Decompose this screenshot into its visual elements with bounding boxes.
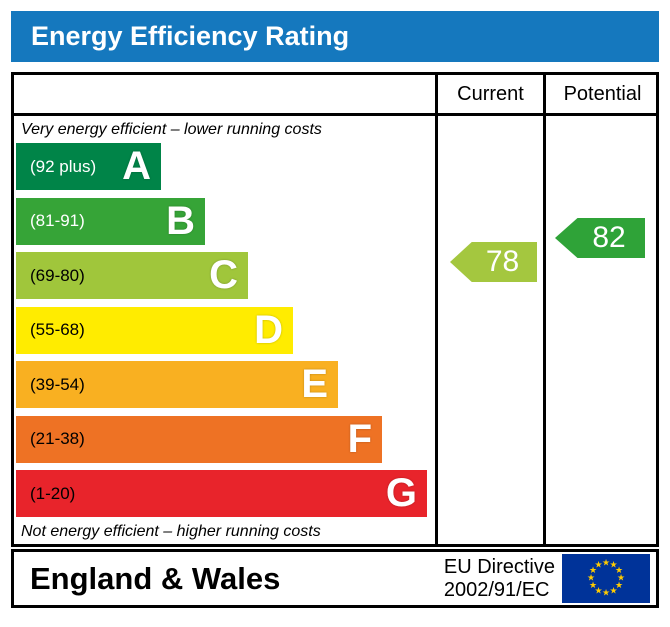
band-letter: F [347, 416, 372, 461]
svg-text:★: ★ [594, 587, 602, 597]
band-letter: G [385, 471, 417, 515]
potential-column-header: Potential [563, 83, 642, 105]
band-D: (55-68) D [16, 306, 293, 354]
svg-text:★: ★ [589, 566, 597, 576]
eu-directive-label: EU Directive 2002/91/EC [444, 556, 555, 602]
svg-text:★: ★ [615, 566, 623, 576]
current-column-header: Current [457, 83, 524, 105]
eu-flag-icon: ★ ★ ★ ★ ★ ★ ★ ★ ★ ★ ★ ★ [562, 554, 650, 603]
top-caption: Very energy efficient – lower running co… [21, 121, 322, 138]
svg-text:★: ★ [587, 574, 595, 584]
band-G: (1-20) G [16, 470, 427, 517]
band-range-label: (39-54) [30, 374, 85, 394]
band-range-label: (1-20) [30, 483, 76, 503]
svg-text:★: ★ [609, 561, 617, 571]
band-range-label: (69-80) [30, 265, 85, 285]
footer-bar: England & Wales EU Directive 2002/91/EC … [11, 549, 659, 608]
potential-column-divider [543, 75, 546, 544]
svg-text:★: ★ [609, 587, 617, 597]
svg-text:★: ★ [602, 559, 610, 569]
region-label: England & Wales [30, 561, 281, 596]
svg-text:★: ★ [615, 581, 623, 591]
potential-rating-value: 82 [592, 221, 626, 254]
svg-text:★: ★ [602, 589, 610, 599]
band-letter: E [301, 362, 328, 406]
energy-efficiency-chart: Current Potential Very energy efficient … [11, 72, 659, 547]
band-letter: A [122, 144, 151, 188]
current-column-divider [435, 75, 438, 544]
band-range-label: (55-68) [30, 320, 85, 339]
page-title: Energy Efficiency Rating [31, 21, 350, 51]
band-letter: D [254, 307, 283, 352]
bottom-caption: Not energy efficient – higher running co… [21, 523, 321, 540]
band-range-label: (21-38) [30, 429, 85, 448]
current-rating-value: 78 [485, 245, 520, 278]
band-B: (81-91) B [16, 197, 205, 245]
header-divider [14, 113, 656, 116]
band-letter: B [166, 198, 195, 243]
band-E: (39-54) E [16, 361, 338, 408]
band-F: (21-38) F [16, 415, 382, 463]
eu-directive-line1: EU Directive [443, 556, 555, 578]
svg-text:★: ★ [594, 561, 602, 571]
band-range-label: (81-91) [30, 211, 85, 230]
svg-text:★: ★ [589, 581, 597, 591]
eu-directive-line2: 2002/91/EC [443, 579, 550, 601]
potential-arrow: 82 [555, 218, 645, 258]
title-bar: Energy Efficiency Rating [11, 11, 659, 62]
band-C: (69-80) C [16, 252, 248, 299]
svg-text:★: ★ [617, 574, 625, 584]
current-arrow: 78 [450, 242, 537, 282]
band-letter: C [209, 253, 238, 297]
band-A: (92 plus) A [16, 143, 161, 190]
band-range-label: (92 plus) [30, 156, 97, 176]
